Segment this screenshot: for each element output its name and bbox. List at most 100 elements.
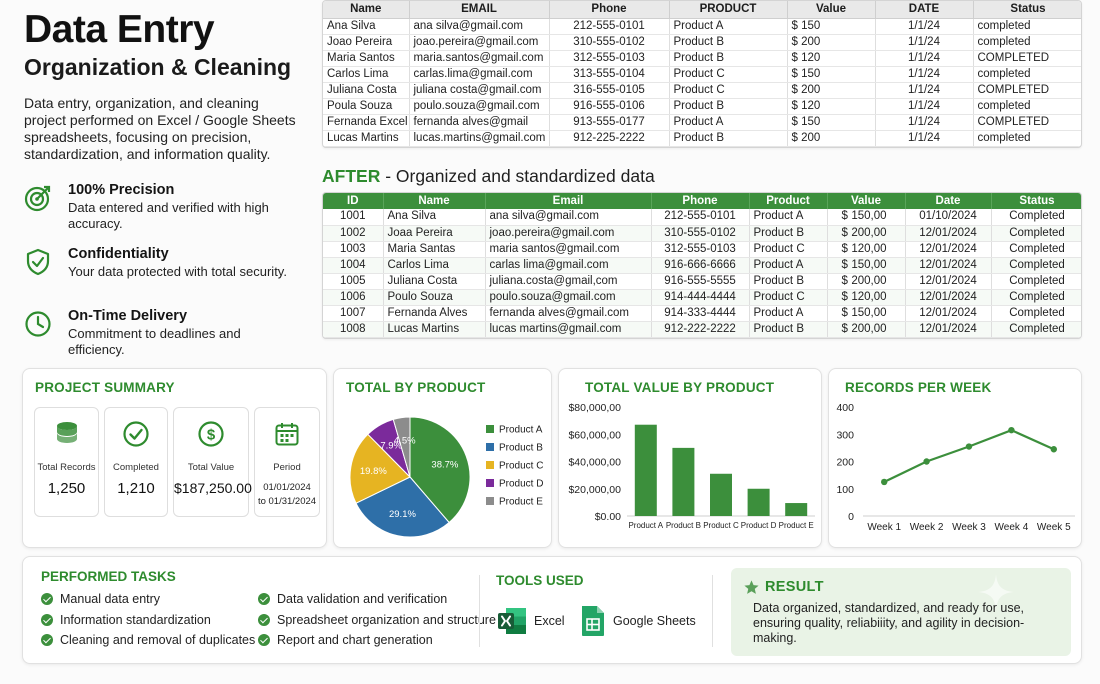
table-cell[interactable]: 01/10/2024	[905, 209, 992, 226]
table-cell[interactable]: 316-555-0105	[549, 82, 670, 99]
table-cell[interactable]: juliana costa@gmail.com	[409, 82, 550, 99]
table-row[interactable]: Lucas Martins lucas.martins@gmail.com 912-…	[323, 130, 1081, 147]
table-row[interactable]: 1002 Joaa Pereira joao.pereira@gmail.com 31…	[323, 225, 1081, 242]
table-cell[interactable]: maria.santos@gmail.com	[409, 50, 550, 67]
table-cell[interactable]: $150,00	[827, 209, 906, 226]
table-row[interactable]: 1003 Maria Santas maria santos@gmail.com 31…	[323, 241, 1081, 258]
bar-product-a[interactable]	[634, 424, 657, 516]
table-row[interactable]: 1007 Fernanda Alves fernanda alves@gmail.c…	[323, 305, 1081, 322]
table-cell[interactable]: fernanda alves@gmail.com	[485, 305, 652, 322]
table-cell[interactable]: Completed	[991, 209, 1081, 226]
table-cell[interactable]: 1/1/24	[875, 130, 974, 147]
table-cell[interactable]: 912-225-2222	[549, 130, 670, 147]
table-cell[interactable]: 1/1/24	[875, 34, 974, 51]
table-cell[interactable]: Product C	[749, 241, 828, 258]
table-cell[interactable]: maria santos@gmail.com	[485, 241, 652, 258]
table-cell[interactable]: $200,00	[827, 225, 906, 242]
table-cell[interactable]: Completed	[991, 257, 1081, 274]
table-cell[interactable]: joao.pereira@gmail.com	[485, 225, 652, 242]
table-cell[interactable]: 310-555-0102	[549, 34, 670, 51]
table-cell[interactable]: poulo.souza@gmail.com	[409, 98, 550, 115]
table-row[interactable]: Juliana Costa juliana costa@gmail.com 316-…	[323, 82, 1081, 99]
table-cell[interactable]: 1/1/24	[875, 18, 974, 35]
table-cell[interactable]: 914-333-4444	[651, 305, 750, 322]
table-cell[interactable]: $200,00	[827, 273, 906, 290]
table-cell[interactable]: COMPLETED	[973, 82, 1081, 99]
column-header[interactable]: DATE	[875, 1, 974, 19]
pie-slice-product-c[interactable]	[349, 433, 411, 504]
table-cell[interactable]: Carlos Lima	[323, 66, 410, 83]
table-row[interactable]: 1008 Lucas Martins lucas martins@gmail.com…	[323, 321, 1081, 338]
table-cell[interactable]: Product B	[669, 130, 788, 147]
legend-label[interactable]: Product D	[499, 479, 543, 490]
table-cell[interactable]: 1/1/24	[875, 98, 974, 115]
table-cell[interactable]: 12/01/2024	[905, 305, 992, 322]
table-cell[interactable]: Carlos Lima	[383, 257, 486, 274]
table-cell[interactable]: $ 120	[787, 50, 876, 67]
table-cell[interactable]: Product A	[749, 305, 828, 322]
table-cell[interactable]: Product C	[669, 82, 788, 99]
table-cell[interactable]: 1008	[323, 321, 384, 338]
table-cell[interactable]: 212-555-0101	[549, 18, 670, 35]
table-cell[interactable]: Fernanda Alves	[383, 305, 486, 322]
column-header[interactable]: Value	[827, 193, 906, 209]
table-cell[interactable]: Completed	[991, 273, 1081, 290]
table-cell[interactable]: carlas.lima@gmail.com	[409, 66, 550, 83]
table-cell[interactable]: Maria Santas	[383, 241, 486, 258]
table-cell[interactable]: Completed	[991, 289, 1081, 306]
table-cell[interactable]: 1/1/24	[875, 50, 974, 67]
table-cell[interactable]: $200,00	[827, 321, 906, 338]
table-cell[interactable]: $150,00	[827, 305, 906, 322]
table-cell[interactable]: 1003	[323, 241, 384, 258]
line-point-week-2[interactable]	[923, 458, 930, 465]
table-cell[interactable]: 916-555-0106	[549, 98, 670, 115]
legend-label[interactable]: Product B	[499, 443, 543, 454]
table-cell[interactable]: 1/1/24	[875, 82, 974, 99]
bar-product-b[interactable]	[672, 447, 695, 516]
line-point-week-1[interactable]	[881, 478, 888, 486]
column-header[interactable]: Value	[787, 1, 876, 19]
table-cell[interactable]: carlas lima@gmail.com	[485, 257, 652, 274]
line-point-week-3[interactable]	[965, 443, 973, 450]
table-cell[interactable]: Juliana Costa	[323, 82, 410, 99]
table-cell[interactable]: Product B	[669, 50, 788, 67]
table-cell[interactable]: $ 120	[787, 98, 876, 115]
table-cell[interactable]: $150,00	[827, 257, 906, 274]
table-cell[interactable]: 1007	[323, 305, 384, 322]
bar-product-e[interactable]	[785, 503, 808, 516]
line-point-week-5[interactable]	[1050, 446, 1057, 453]
table-cell[interactable]: Product B	[669, 34, 788, 51]
table-cell[interactable]: Product B	[749, 273, 828, 290]
table-cell[interactable]: 1006	[323, 289, 384, 306]
table-row[interactable]: 1006 Poulo Souza poulo.souza@gmail.com 914-…	[323, 289, 1081, 306]
table-cell[interactable]: joao.pereira@gmail.com	[409, 34, 550, 51]
table-cell[interactable]: Product C	[749, 289, 828, 306]
column-header[interactable]: Email	[485, 193, 652, 209]
table-cell[interactable]: Lucas Martins	[323, 130, 410, 147]
table-cell[interactable]: 1004	[323, 257, 384, 274]
column-header[interactable]: Product	[749, 193, 828, 209]
table-row[interactable]: Fernanda Excel fernanda alves@gmail 913-55…	[323, 114, 1081, 131]
table-cell[interactable]: juliana.costa@gmail,com	[485, 273, 652, 290]
column-header[interactable]: Phone	[549, 1, 670, 19]
table-cell[interactable]: fernanda alves@gmail	[409, 114, 550, 131]
table-cell[interactable]: COMPLETED	[973, 50, 1081, 67]
table-cell[interactable]: Maria Santos	[323, 50, 410, 67]
table-cell[interactable]: Product A	[749, 209, 828, 226]
table-cell[interactable]: Ana Silva	[323, 18, 410, 35]
table-cell[interactable]: completed	[973, 98, 1081, 115]
table-cell[interactable]: completed	[973, 66, 1081, 83]
table-row[interactable]: 1005 Juliana Costa juliana.costa@gmail,com…	[323, 273, 1081, 290]
table-cell[interactable]: 913-555-0177	[549, 114, 670, 131]
table-cell[interactable]: 916-555-5555	[651, 273, 750, 290]
table-row[interactable]: 1001 Ana Silva ana silva@gmail.com 212-555-…	[323, 209, 1081, 226]
table-cell[interactable]: Poula Souza	[323, 98, 410, 115]
column-header[interactable]: Status	[991, 193, 1081, 209]
table-cell[interactable]: 12/01/2024	[905, 257, 992, 274]
column-header[interactable]: PRODUCT	[669, 1, 788, 19]
table-row[interactable]: 1004 Carlos Lima carlas lima@gmail.com 916-…	[323, 257, 1081, 274]
table-cell[interactable]: Product A	[669, 114, 788, 131]
table-cell[interactable]: 12/01/2024	[905, 225, 992, 242]
table-cell[interactable]: lucas martins@gmail.com	[485, 321, 652, 338]
table-cell[interactable]: Completed	[991, 241, 1081, 258]
